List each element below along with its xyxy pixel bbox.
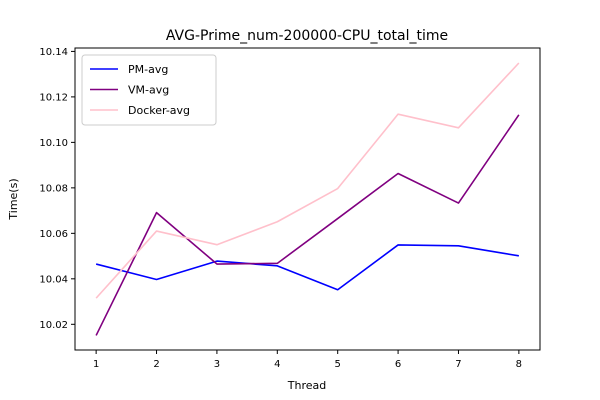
legend-label: VM-avg <box>128 84 169 97</box>
series-line-1 <box>95 114 520 336</box>
axes-layer: 1 2 3 4 5 6 7 8 10.02 10.04 10.06 10.08 10.10 10.12 10… <box>39 47 541 370</box>
y-axis-label: Time(s) <box>7 178 20 220</box>
y-tick-label: 10.10 <box>39 138 68 149</box>
x-tick-label: 6 <box>395 359 401 370</box>
plot-frame <box>74 47 541 351</box>
x-tick-label: 7 <box>455 359 461 370</box>
series-line-0 <box>95 244 519 291</box>
legend-label: Docker-avg <box>128 104 190 117</box>
x-tick-label: 3 <box>214 359 220 370</box>
legend-label: PM-avg <box>128 63 168 76</box>
series-layer <box>95 62 520 336</box>
y-tick-label: 10.08 <box>39 183 68 194</box>
y-tick-label: 10.04 <box>39 274 68 285</box>
y-tick-label: 10.02 <box>39 320 68 331</box>
x-tick-label: 4 <box>274 359 280 370</box>
y-tick-label: 10.14 <box>39 47 68 58</box>
x-tick-label: 5 <box>335 359 341 370</box>
series-line-2 <box>95 62 520 299</box>
legend: PM-avg VM-avg Docker-avg <box>81 54 217 126</box>
y-tick-label: 10.12 <box>39 92 68 103</box>
legend-box <box>81 54 217 126</box>
x-axis-label: Thread <box>287 379 326 392</box>
chart-title: AVG-Prime_num-200000-CPU_total_time <box>166 28 448 44</box>
y-tick-label: 10.06 <box>39 229 68 240</box>
x-tick-label: 8 <box>516 359 522 370</box>
x-tick-label: 1 <box>93 359 99 370</box>
x-tick-label: 2 <box>153 359 159 370</box>
